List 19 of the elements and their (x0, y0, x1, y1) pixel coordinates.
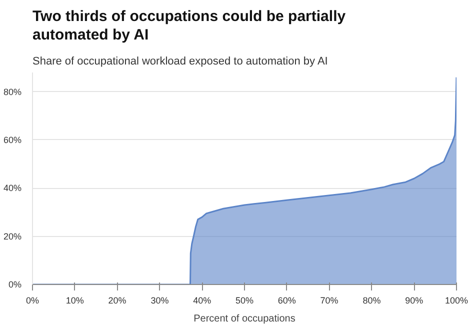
y-tick-label: 60% (3, 134, 22, 145)
x-tick-label: 100% (444, 296, 468, 306)
x-tick-label: 50% (235, 296, 254, 306)
x-tick-label: 40% (193, 296, 212, 306)
x-tick-label: 20% (108, 296, 126, 306)
y-tick-label: 80% (3, 86, 22, 97)
x-tick-label: 60% (278, 296, 296, 306)
x-tick-label: 70% (320, 296, 338, 306)
x-tick-label: 90% (405, 296, 424, 306)
y-tick-label: 0% (8, 280, 22, 290)
x-axis-title: Percent of occupations (194, 314, 296, 324)
chart-title: Two thirds of occupations could be partially automated by AI (32, 8, 346, 44)
y-tick-label: 40% (3, 183, 22, 194)
chart-subtitle: Share of occupational workload exposed to automation by AI (32, 56, 328, 68)
x-tick-label: 10% (66, 296, 84, 306)
y-tick-label: 20% (3, 231, 22, 242)
x-tick-label: 0% (26, 296, 40, 306)
x-tick-label: 30% (150, 296, 169, 306)
x-tick-label: 80% (362, 296, 381, 306)
